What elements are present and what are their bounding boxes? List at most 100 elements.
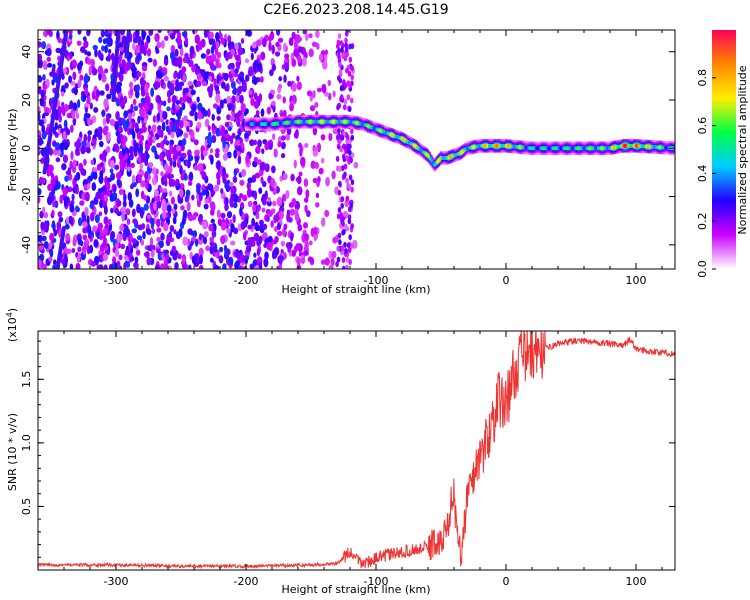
noise-speckle xyxy=(189,45,195,55)
x-tick-label: -300 xyxy=(104,575,129,588)
noise-speckle xyxy=(340,46,344,53)
noise-speckle xyxy=(335,134,340,141)
noise-speckle xyxy=(335,261,339,268)
noise-speckle xyxy=(170,196,176,205)
noise-speckle xyxy=(162,187,167,193)
noise-speckle xyxy=(116,81,123,88)
noise-speckle xyxy=(139,44,146,54)
noise-speckle xyxy=(86,30,91,37)
noise-speckle xyxy=(119,65,126,75)
noise-speckle xyxy=(107,177,112,183)
noise-speckle xyxy=(279,175,283,182)
noise-speckle xyxy=(239,76,245,82)
noise-speckle xyxy=(253,139,257,146)
noise-speckle xyxy=(61,101,65,107)
noise-speckle xyxy=(125,261,131,269)
noise-speckle xyxy=(55,180,61,190)
noise-speckle xyxy=(243,255,250,261)
noise-speckle xyxy=(42,60,48,70)
noise-speckle xyxy=(283,223,288,231)
noise-speckle xyxy=(129,256,135,262)
noise-speckle xyxy=(237,128,242,136)
noise-speckle xyxy=(123,110,129,119)
noise-speckle xyxy=(131,208,136,218)
noise-speckle xyxy=(175,231,181,240)
noise-speckle xyxy=(58,216,64,223)
noise-speckle xyxy=(129,81,134,89)
noise-speckle xyxy=(140,170,145,177)
noise-speckle xyxy=(244,108,249,115)
noise-speckle xyxy=(184,52,189,58)
noise-speckle xyxy=(40,147,46,157)
noise-speckle xyxy=(245,245,252,253)
noise-speckle xyxy=(230,193,236,201)
noise-speckle xyxy=(296,75,300,82)
noise-speckle xyxy=(224,173,229,179)
noise-speckle xyxy=(234,55,241,61)
noise-speckle xyxy=(68,75,73,84)
x-tick-label: -100 xyxy=(364,575,389,588)
noise-speckle xyxy=(109,160,115,169)
noise-speckle xyxy=(63,119,68,129)
noise-speckle xyxy=(331,250,337,259)
noise-speckle xyxy=(197,102,203,111)
noise-speckle xyxy=(209,236,215,243)
noise-speckle xyxy=(170,45,176,53)
noise-speckle xyxy=(255,145,261,154)
noise-speckle xyxy=(260,161,266,172)
x-tick-label: 100 xyxy=(626,274,647,287)
noise-speckle xyxy=(264,251,269,260)
noise-speckle xyxy=(148,30,154,36)
noise-speckle xyxy=(166,106,171,112)
noise-speckle xyxy=(140,97,146,104)
noise-speckle xyxy=(226,227,231,234)
noise-speckle xyxy=(231,95,236,104)
noise-speckle xyxy=(336,245,341,252)
noise-speckle xyxy=(82,228,88,234)
noise-speckle xyxy=(340,134,345,141)
noise-speckle xyxy=(98,175,104,184)
noise-speckle xyxy=(163,222,169,232)
noise-speckle xyxy=(275,41,280,47)
noise-speckle xyxy=(145,154,149,163)
y-tick-label: 0 xyxy=(20,145,33,152)
noise-speckle xyxy=(341,257,346,264)
noise-speckle xyxy=(240,38,245,44)
noise-speckle xyxy=(159,152,164,162)
noise-speckle xyxy=(123,95,128,105)
noise-speckle xyxy=(224,132,230,139)
noise-speckle xyxy=(338,239,342,246)
noise-speckle xyxy=(254,264,260,269)
noise-speckle xyxy=(133,105,138,112)
noise-speckle xyxy=(218,131,223,136)
noise-speckle xyxy=(253,59,259,67)
noise-speckle xyxy=(328,250,333,259)
noise-speckle xyxy=(75,185,79,195)
noise-speckle xyxy=(113,144,118,150)
noise-speckle xyxy=(181,31,187,37)
noise-speckle xyxy=(196,185,201,195)
noise-speckle xyxy=(253,156,258,162)
noise-speckle xyxy=(336,75,341,82)
noise-speckle xyxy=(246,30,252,37)
y-tick-label: 0.5 xyxy=(20,498,33,516)
noise-speckle xyxy=(260,108,265,117)
noise-speckle xyxy=(94,48,98,58)
noise-speckle xyxy=(344,248,348,255)
noise-speckle xyxy=(205,55,211,65)
noise-speckle xyxy=(152,115,157,123)
noise-speckle xyxy=(289,103,294,112)
noise-speckle xyxy=(276,265,280,269)
noise-speckle xyxy=(129,87,134,96)
noise-speckle xyxy=(120,243,126,250)
noise-speckle xyxy=(125,208,131,216)
noise-speckle xyxy=(214,85,220,92)
noise-speckle xyxy=(191,64,196,73)
noise-speckle xyxy=(76,255,81,263)
noise-speckle xyxy=(90,58,95,68)
noise-speckle xyxy=(86,215,90,225)
diagonal-streak xyxy=(42,30,69,175)
noise-speckle xyxy=(220,235,225,244)
noise-speckle xyxy=(277,83,283,90)
noise-speckle xyxy=(186,125,190,133)
